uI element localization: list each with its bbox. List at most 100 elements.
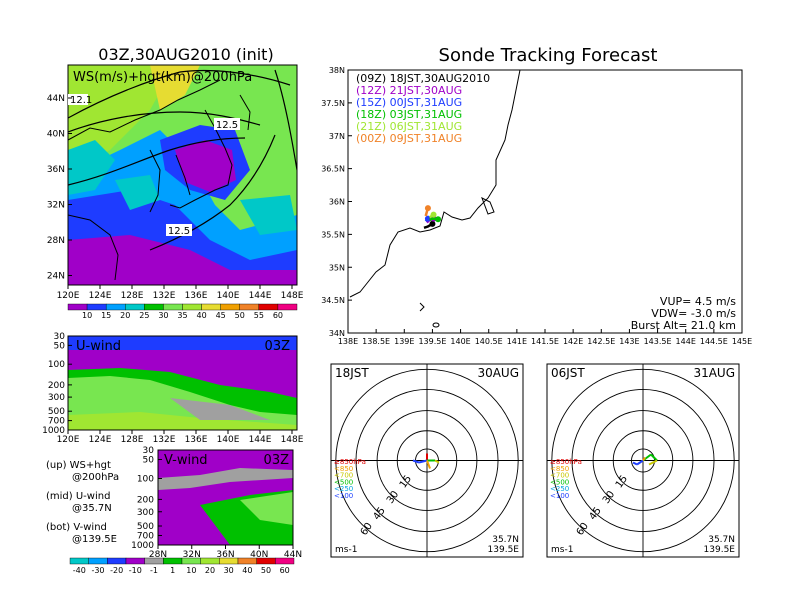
track-lon-label: 140.5E bbox=[475, 337, 503, 346]
uv-colorbar-swatch bbox=[88, 557, 108, 565]
vwind-label: V-wind bbox=[164, 453, 208, 468]
vwind-field bbox=[158, 450, 293, 545]
track-legend-entry: (21Z) 06JST,31AUG bbox=[356, 120, 462, 133]
panel-legend: (up) WS+hgt@200hPa (mid) U-wind@35.7N (bot… bbox=[46, 460, 119, 545]
contour-label-bg-2 bbox=[166, 224, 192, 236]
hodograph-level-label: <700 bbox=[550, 472, 569, 480]
hodograph-date: 30AUG bbox=[477, 366, 519, 380]
uwind-p-label: 50 bbox=[54, 341, 66, 351]
vwind-lat-label: 28N bbox=[149, 550, 167, 560]
track-lon-label: 141E bbox=[507, 337, 527, 346]
uv-colorbar-label: 60 bbox=[280, 566, 290, 575]
track-legend-entry: (09Z) 18JST,30AUG2010 bbox=[356, 72, 490, 85]
ws-lat-label: 40N bbox=[47, 130, 65, 140]
island-outline bbox=[419, 302, 425, 312]
vwind-lat-label: 40N bbox=[250, 550, 268, 560]
uwind-p-label: 700 bbox=[48, 417, 65, 427]
hodograph-trace-segment bbox=[650, 453, 658, 462]
uwind-lon-label: 124E bbox=[89, 435, 112, 445]
track-lon-label: 140E bbox=[450, 337, 470, 346]
track-endpoint bbox=[424, 205, 431, 212]
ws-lon-label: 124E bbox=[89, 291, 112, 301]
hodograph-level-label: <700 bbox=[334, 472, 353, 480]
contour-label-2: 12.5 bbox=[168, 226, 190, 237]
ws-lat-label: 32N bbox=[47, 201, 65, 211]
uwind-lon-label: 148E bbox=[281, 435, 304, 445]
hodograph-date: 31AUG bbox=[693, 366, 735, 380]
hodograph-level-label: <100 bbox=[550, 492, 569, 500]
hodograph-unit: ms-1 bbox=[551, 545, 573, 555]
hodograph-level-label: <100 bbox=[334, 492, 353, 500]
ws-lat-label: 44N bbox=[47, 94, 65, 104]
uwind-p-label: 300 bbox=[48, 393, 65, 403]
ws-field bbox=[68, 65, 297, 285]
hodograph-trace-segment bbox=[426, 460, 431, 469]
vwind-p-label: 1000 bbox=[131, 541, 154, 551]
track-endpoint bbox=[429, 220, 436, 227]
uwind-time: 03Z bbox=[265, 339, 291, 354]
ws-colorbar-label: 40 bbox=[196, 311, 206, 320]
ws-colorbar-swatch bbox=[201, 303, 221, 311]
track-lat-ticks: 38N 37.5N 37N 36.5N 36N 35.5N 35N 34.5N 34N bbox=[321, 66, 352, 338]
track-lat-label: 35N bbox=[329, 263, 345, 272]
ws-colorbar: 10 15 20 25 30 35 40 45 50 55 60 bbox=[67, 303, 298, 320]
hodograph-trace-segment bbox=[642, 456, 646, 462]
ws-lon-ticks: 120E 124E 128E 132E 136E 140E 144E 148E bbox=[57, 285, 304, 301]
track-endpoint bbox=[435, 216, 442, 223]
ws-lat-label: 28N bbox=[47, 236, 65, 246]
ws-lat-label: 36N bbox=[47, 165, 65, 175]
legend-line-sub: @139.5E bbox=[72, 534, 117, 545]
legend-line-sub: @35.7N bbox=[72, 503, 112, 514]
legend-line: (bot) V-wind bbox=[46, 522, 107, 533]
vwind-p-label: 50 bbox=[143, 456, 155, 466]
hodograph-level-label: <250 bbox=[550, 485, 569, 493]
ws-colorbar-swatch bbox=[105, 303, 126, 311]
hodograph-level-label: <850 bbox=[550, 465, 569, 473]
track-lat-label: 36N bbox=[329, 198, 345, 207]
track-lon-label: 138E bbox=[338, 337, 358, 346]
ws-colorbar-swatch bbox=[182, 303, 202, 311]
track-lon-label: 145E bbox=[732, 337, 752, 346]
uv-colorbar-swatch bbox=[181, 557, 201, 565]
uv-colorbar-swatch bbox=[125, 557, 145, 565]
uv-colorbar-label: 10 bbox=[186, 566, 196, 575]
track-lat-label: 36.5N bbox=[321, 165, 345, 174]
hodograph-lat: 35.7N bbox=[708, 535, 735, 545]
uwind-field bbox=[68, 336, 297, 430]
uwind-lon-label: 120E bbox=[57, 435, 80, 445]
track-lon-label: 144E bbox=[676, 337, 696, 346]
uv-colorbar-swatch bbox=[200, 557, 220, 565]
track-lon-label: 142.5E bbox=[587, 337, 615, 346]
hodograph-level-label: ≥850hPa bbox=[334, 458, 366, 466]
uwind-lon-ticks: 120E 124E 128E 132E 136E 140E 144E 148E bbox=[57, 430, 304, 445]
contour-label-1: 12.5 bbox=[216, 120, 238, 131]
ws-lon-label: 140E bbox=[217, 291, 240, 301]
ws-colorbar-label: 20 bbox=[120, 311, 130, 320]
ws-colorbar-label: 30 bbox=[158, 311, 168, 320]
track-map-frame bbox=[347, 69, 743, 334]
track-lon-label: 141.5E bbox=[531, 337, 559, 346]
ws-lon-label: 132E bbox=[153, 291, 176, 301]
vwind-p-label: 30 bbox=[143, 446, 155, 456]
uv-colorbar-label: -40 bbox=[73, 566, 86, 575]
ws-colorbar-swatch bbox=[277, 303, 298, 311]
hodograph-level-label: ≥850hPa bbox=[550, 458, 582, 466]
vwind-lat-ticks: 28N 32N 36N 40N 44N bbox=[149, 545, 302, 560]
track-lon-ticks: 138E 138.5E 139E 139.5E 140E 140.5E 141E 141.5E… bbox=[338, 329, 752, 346]
track-lat-label: 38N bbox=[329, 66, 345, 75]
uv-colorbar-label: -20 bbox=[110, 566, 123, 575]
uwind-p-label: 1000 bbox=[42, 426, 65, 436]
vwind-p-label: 500 bbox=[137, 522, 154, 532]
legend-line: (mid) U-wind bbox=[46, 491, 110, 502]
uv-colorbar-swatch bbox=[275, 557, 295, 565]
hodograph-trace-segment bbox=[412, 459, 420, 464]
peninsula-outline bbox=[481, 196, 495, 215]
uv-colorbar-label: 50 bbox=[261, 566, 271, 575]
ws-colorbar-swatch bbox=[86, 303, 107, 311]
uwind-p-label: 30 bbox=[54, 332, 66, 342]
contour-label-bg-3 bbox=[68, 94, 88, 105]
vwind-lat-label: 44N bbox=[284, 550, 302, 560]
track-lon-label: 142E bbox=[563, 337, 583, 346]
